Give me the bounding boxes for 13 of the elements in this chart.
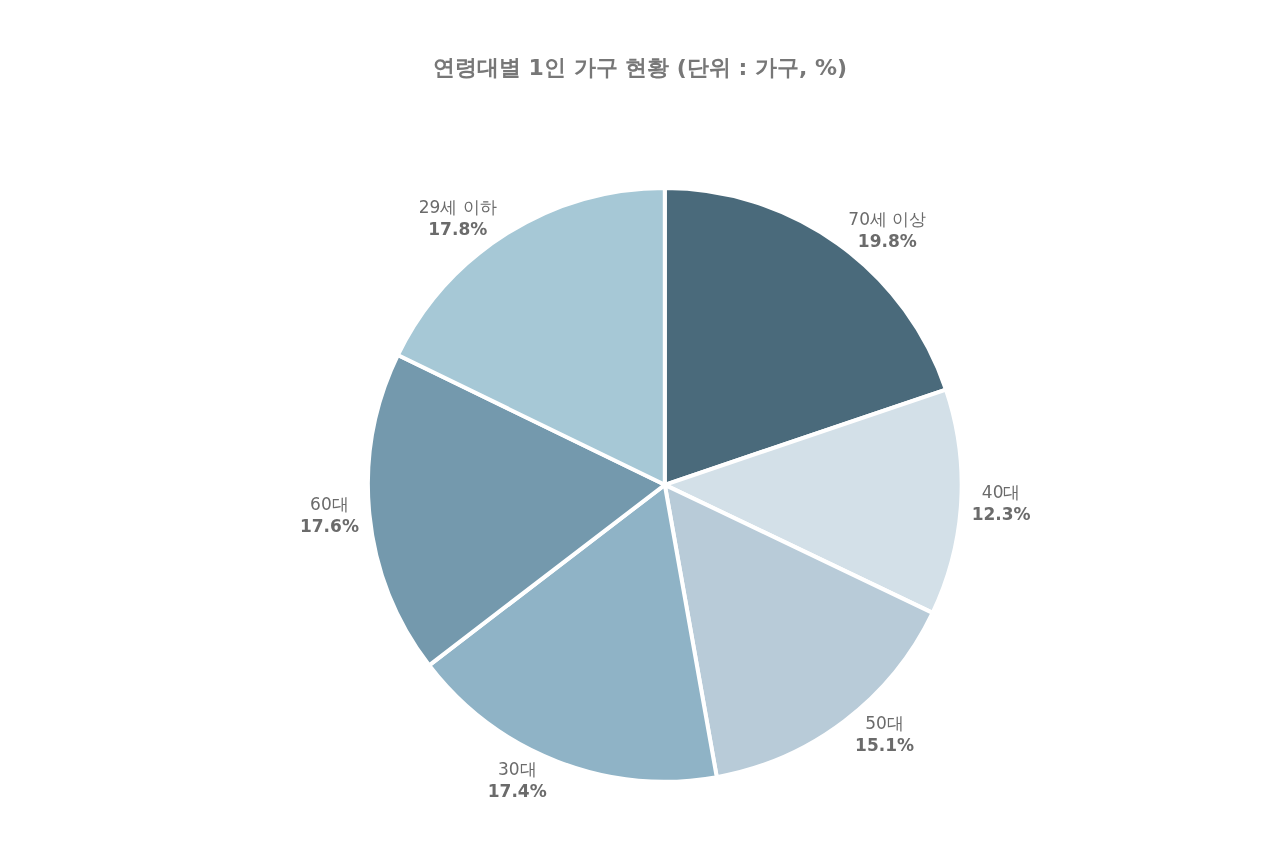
slice-label: 60대 bbox=[310, 493, 349, 514]
data-label: 15.1% bbox=[855, 735, 915, 756]
data-label: 19.8% bbox=[857, 230, 917, 251]
data-label: 17.8% bbox=[428, 219, 488, 240]
slice-label: 29세 이하 bbox=[418, 197, 497, 217]
data-label: 17.6% bbox=[299, 515, 359, 536]
data-label: 12.3% bbox=[971, 503, 1031, 524]
slice-label: 40대 bbox=[981, 481, 1021, 502]
slice-label: 30대 bbox=[497, 758, 537, 779]
chart-title: 연령대별 1인 가구 현황 (단위 : 가구, %) bbox=[432, 55, 848, 81]
slice-label: 50대 bbox=[865, 713, 904, 734]
data-label: 17.4% bbox=[487, 780, 547, 801]
slice-label: 70세 이상 bbox=[848, 208, 927, 229]
